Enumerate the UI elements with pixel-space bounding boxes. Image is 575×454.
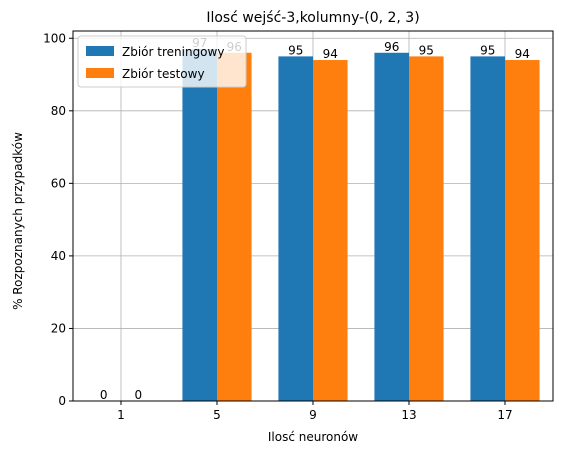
bar-value-label: 94: [323, 47, 338, 61]
bar-training: [374, 52, 409, 401]
y-tick-label: 40: [51, 249, 66, 263]
bar-value-label: 95: [288, 43, 303, 57]
bar-test: [409, 56, 444, 402]
bar-training: [470, 56, 505, 402]
legend-label: Zbiór treningowy: [122, 45, 224, 59]
bar-training: [278, 56, 313, 402]
bar-value-label: 0: [134, 388, 142, 402]
bars: [182, 49, 540, 402]
y-tick-label: 60: [51, 176, 66, 190]
bar-test: [505, 60, 540, 402]
bar-test: [217, 52, 252, 401]
x-axis-title: Ilosć neuronów: [268, 430, 358, 444]
legend-label: Zbiór testowy: [122, 67, 205, 81]
legend: Zbiór treningowy Zbiór testowy: [77, 35, 247, 88]
bar-value-label: 95: [419, 43, 434, 57]
legend-swatch: [86, 46, 114, 56]
y-tick-label: 80: [51, 104, 66, 118]
y-axis-title: % Rozpoznanych przypadków: [11, 132, 25, 310]
chart-title: Ilosć wejść-3,kolumny-(0, 2, 3): [206, 10, 419, 26]
x-tick-label: 17: [497, 408, 512, 422]
legend-swatch: [86, 68, 114, 78]
x-tick-label: 5: [213, 408, 221, 422]
y-tick-label: 0: [58, 394, 66, 408]
x-tick-label: 1: [117, 408, 125, 422]
bar-test: [313, 60, 348, 402]
y-tick-label: 100: [43, 31, 66, 45]
axis-ticks: 0 20 40 60 80 100 1 5 9 13 17: [43, 31, 513, 422]
x-tick-label: 9: [309, 408, 317, 422]
bar-training: [182, 49, 217, 401]
bar-value-label: 94: [515, 47, 530, 61]
bar-value-label: 95: [480, 43, 495, 57]
legend-box: [77, 35, 247, 88]
bar-value-label: 96: [384, 40, 399, 54]
x-tick-label: 13: [401, 408, 416, 422]
bar-value-label: 0: [100, 388, 108, 402]
y-tick-label: 20: [51, 321, 66, 335]
